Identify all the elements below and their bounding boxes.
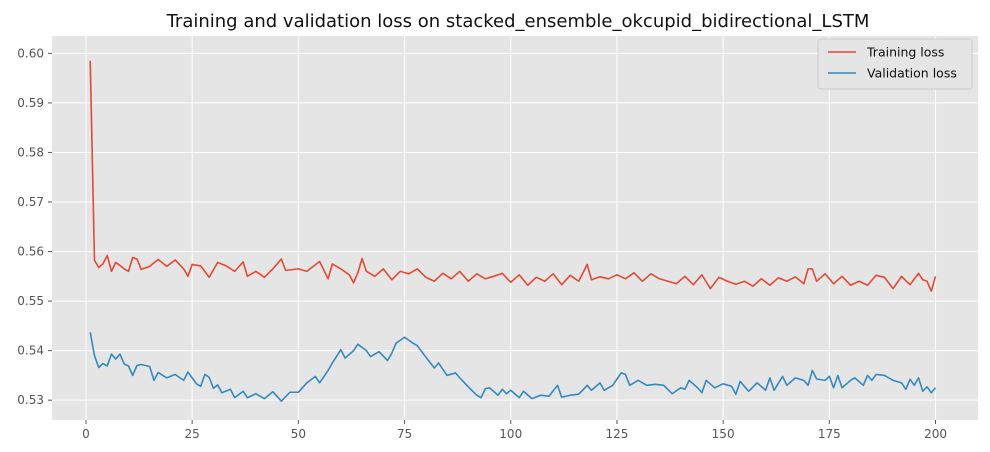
- y-tick-label: 0.56: [17, 245, 44, 259]
- y-tick-label: 0.55: [17, 294, 44, 308]
- x-tick-label: 75: [397, 427, 412, 441]
- x-tick-label: 125: [605, 427, 628, 441]
- x-tick-label: 200: [924, 427, 947, 441]
- y-tick-label: 0.57: [17, 195, 44, 209]
- chart-title: Training and validation loss on stacked_…: [166, 11, 870, 32]
- series-lines: [89, 60, 937, 402]
- x-tick-label: 150: [712, 427, 735, 441]
- legend-validation-label: Validation loss: [867, 66, 957, 81]
- y-tick-label: 0.54: [17, 344, 44, 358]
- y-tick-label: 0.60: [17, 46, 44, 60]
- x-tick-label: 25: [185, 427, 200, 441]
- x-tick-label: 175: [818, 427, 841, 441]
- y-tick-label: 0.53: [17, 393, 44, 407]
- x-tick-label: 0: [82, 427, 90, 441]
- legend: Training loss Validation loss: [817, 38, 973, 90]
- y-tick-label: 0.59: [17, 96, 44, 110]
- training-loss-line: [89, 60, 937, 292]
- validation-loss-line: [89, 332, 937, 402]
- legend-box: [817, 38, 973, 90]
- x-tick-label: 100: [499, 427, 522, 441]
- axis-ticks: 0 25 50 75 100 125 150 175 200 0.53 0.54 0.55 0.56 0.…: [17, 46, 947, 441]
- x-tick-label: 50: [291, 427, 306, 441]
- legend-training-label: Training loss: [866, 45, 944, 60]
- grid-lines: [52, 36, 978, 420]
- y-tick-label: 0.58: [17, 145, 44, 159]
- plot-background: [52, 36, 978, 420]
